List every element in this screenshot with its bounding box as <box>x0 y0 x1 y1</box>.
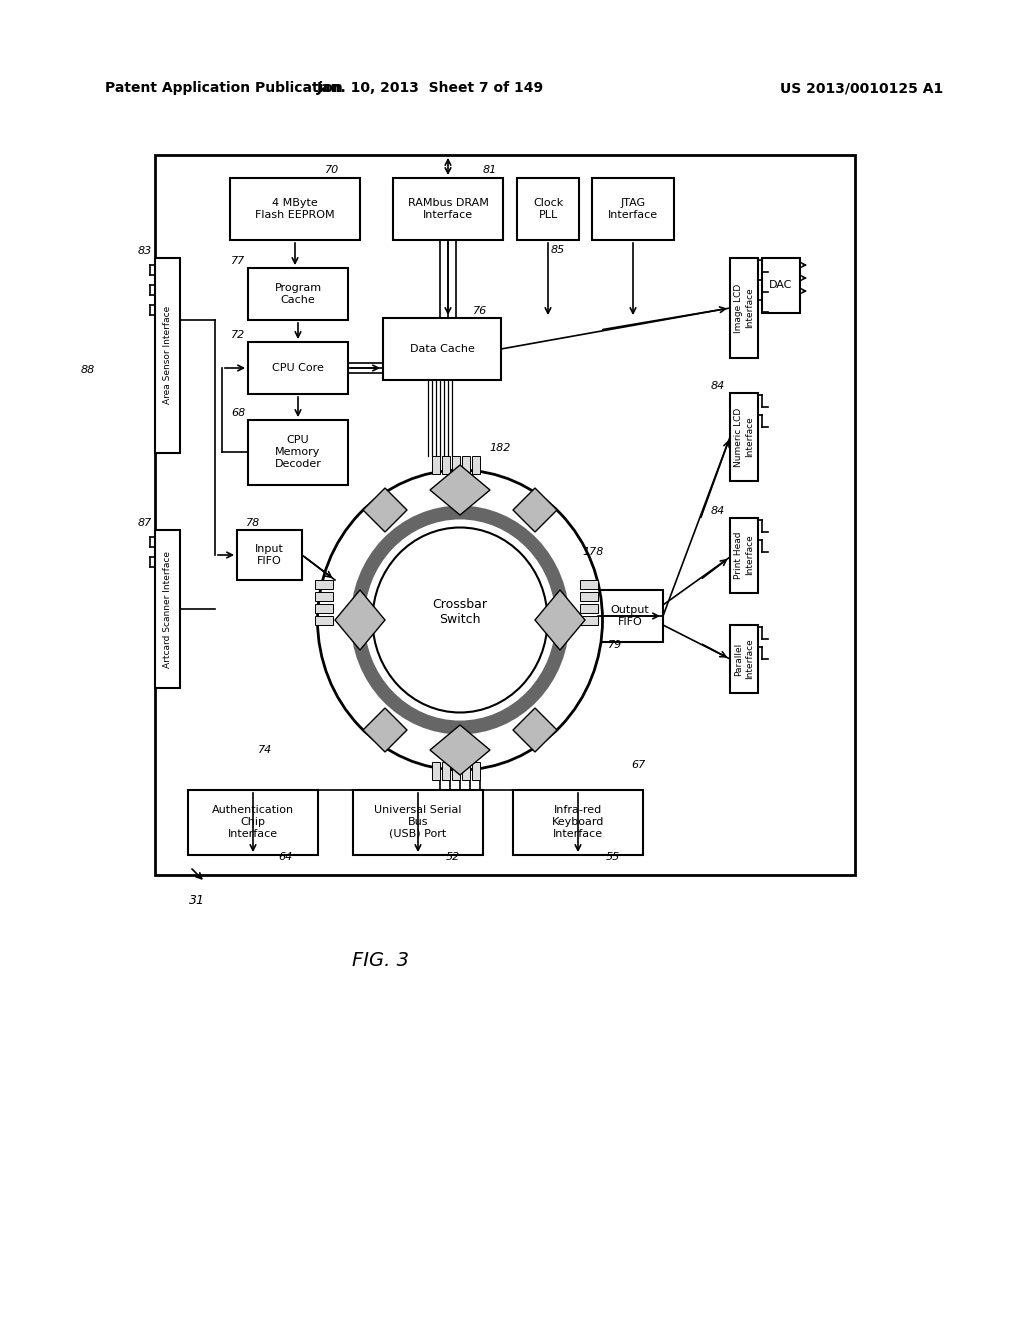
Polygon shape <box>513 488 557 532</box>
Text: Clock
PLL: Clock PLL <box>532 198 563 220</box>
Text: 88: 88 <box>81 366 95 375</box>
Text: 78: 78 <box>246 517 260 528</box>
Bar <box>513 789 643 855</box>
Bar <box>592 178 674 240</box>
Bar <box>353 789 483 855</box>
Text: 31: 31 <box>189 894 205 907</box>
Bar <box>730 393 758 480</box>
Text: FIG. 3: FIG. 3 <box>351 950 409 969</box>
Text: Data Cache: Data Cache <box>410 345 474 354</box>
Text: 87: 87 <box>138 517 153 528</box>
Text: 74: 74 <box>258 744 272 755</box>
Bar <box>237 531 302 579</box>
Ellipse shape <box>373 528 548 713</box>
Polygon shape <box>535 590 585 649</box>
Text: 76: 76 <box>473 306 487 315</box>
Text: JTAG
Interface: JTAG Interface <box>608 198 658 220</box>
Bar <box>580 579 598 589</box>
Bar <box>248 268 348 319</box>
Bar <box>383 318 501 380</box>
Text: Print Head
Interface: Print Head Interface <box>734 531 754 578</box>
Bar <box>315 616 333 624</box>
Text: 67: 67 <box>631 760 645 770</box>
Polygon shape <box>335 590 385 649</box>
Text: Infra-red
Keyboard
Interface: Infra-red Keyboard Interface <box>552 805 604 838</box>
Bar <box>248 342 348 393</box>
Text: CPU Core: CPU Core <box>272 363 324 374</box>
Bar <box>188 789 318 855</box>
Bar <box>442 455 450 474</box>
Text: 182: 182 <box>489 444 511 453</box>
Text: DAC: DAC <box>769 280 793 290</box>
Bar <box>155 531 180 688</box>
Text: Authentication
Chip
Interface: Authentication Chip Interface <box>212 805 294 838</box>
Text: Input
FIFO: Input FIFO <box>255 544 284 566</box>
Text: 55: 55 <box>606 851 621 862</box>
Bar <box>730 257 758 358</box>
Text: 79: 79 <box>608 640 623 649</box>
Text: 85: 85 <box>551 246 565 255</box>
Text: 70: 70 <box>325 165 339 176</box>
Text: Crossbar
Switch: Crossbar Switch <box>432 598 487 626</box>
Text: 72: 72 <box>230 330 245 341</box>
Bar <box>517 178 579 240</box>
Bar <box>393 178 503 240</box>
Polygon shape <box>513 708 557 752</box>
Polygon shape <box>362 708 407 752</box>
Bar <box>730 624 758 693</box>
Text: US 2013/0010125 A1: US 2013/0010125 A1 <box>780 81 943 95</box>
Bar <box>762 257 800 313</box>
Bar <box>248 420 348 484</box>
Bar <box>472 762 480 780</box>
Text: 84: 84 <box>711 506 725 516</box>
Bar <box>598 590 663 642</box>
Text: Program
Cache: Program Cache <box>274 284 322 305</box>
Text: Artcard Scanner Interface: Artcard Scanner Interface <box>163 550 171 668</box>
Bar <box>155 257 180 453</box>
Bar <box>452 762 460 780</box>
Bar <box>462 455 470 474</box>
Polygon shape <box>430 465 490 515</box>
Text: 52: 52 <box>445 851 460 862</box>
Text: Jan. 10, 2013  Sheet 7 of 149: Jan. 10, 2013 Sheet 7 of 149 <box>316 81 544 95</box>
Bar <box>462 762 470 780</box>
Text: Universal Serial
Bus
(USB) Port: Universal Serial Bus (USB) Port <box>374 805 462 838</box>
Text: 178: 178 <box>583 546 604 557</box>
Bar <box>442 762 450 780</box>
Text: CPU
Memory
Decoder: CPU Memory Decoder <box>274 436 322 469</box>
Text: 64: 64 <box>278 851 292 862</box>
Text: Output
FIFO: Output FIFO <box>610 605 649 627</box>
Text: Parallel
Interface: Parallel Interface <box>734 639 754 680</box>
Bar <box>580 616 598 624</box>
Text: 83: 83 <box>138 246 153 256</box>
Text: Patent Application Publication: Patent Application Publication <box>105 81 343 95</box>
Bar <box>580 591 598 601</box>
Bar <box>230 178 360 240</box>
Bar <box>155 154 855 875</box>
Text: 84: 84 <box>711 381 725 391</box>
Text: 81: 81 <box>483 165 497 176</box>
Bar <box>580 605 598 612</box>
Text: RAMbus DRAM
Interface: RAMbus DRAM Interface <box>408 198 488 220</box>
Bar <box>315 579 333 589</box>
Text: Area Sensor Interface: Area Sensor Interface <box>163 306 171 404</box>
Text: 4 MByte
Flash EEPROM: 4 MByte Flash EEPROM <box>255 198 335 220</box>
Bar <box>315 591 333 601</box>
Ellipse shape <box>317 470 602 770</box>
Text: 77: 77 <box>230 256 245 267</box>
Bar <box>315 605 333 612</box>
Bar <box>730 517 758 593</box>
Bar <box>432 762 440 780</box>
Polygon shape <box>430 725 490 775</box>
Polygon shape <box>362 488 407 532</box>
Text: Numeric LCD
Interface: Numeric LCD Interface <box>734 408 754 467</box>
Bar <box>452 455 460 474</box>
Ellipse shape <box>357 512 562 727</box>
Bar <box>432 455 440 474</box>
Text: 68: 68 <box>230 408 245 418</box>
Text: Image LCD
Interface: Image LCD Interface <box>734 284 754 333</box>
Bar <box>472 455 480 474</box>
